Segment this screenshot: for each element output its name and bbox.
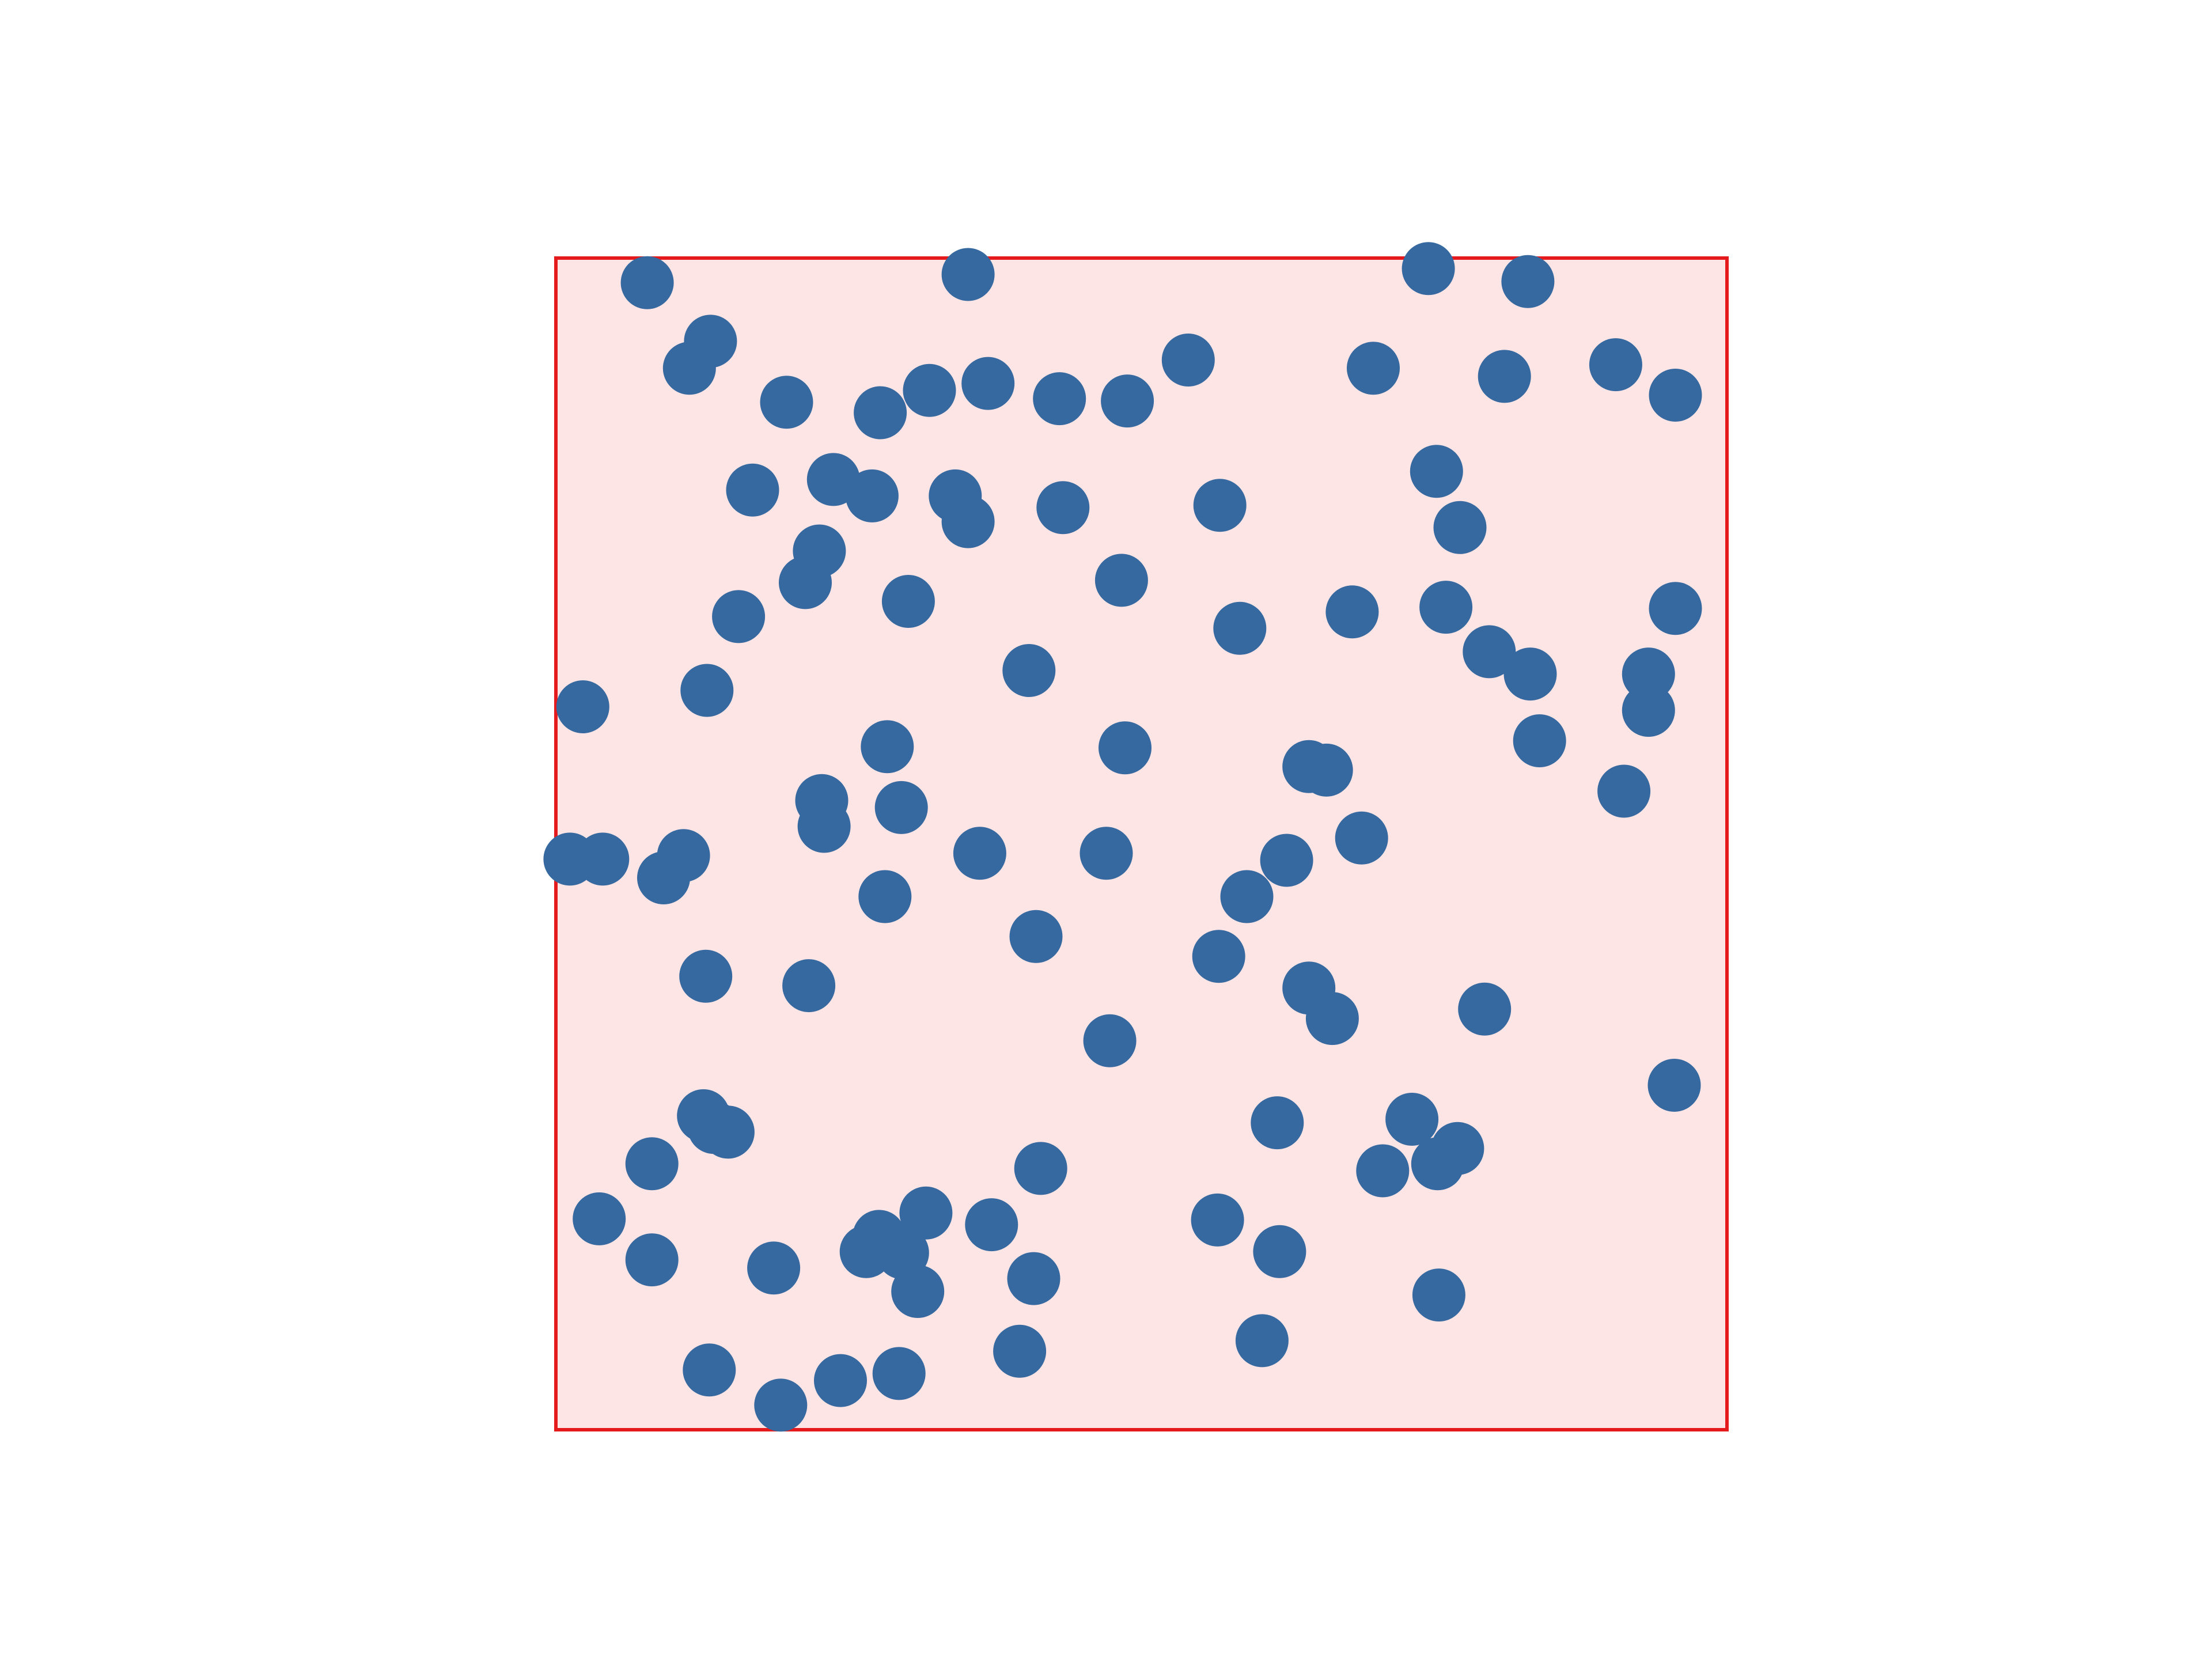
- data-point: [1191, 1193, 1244, 1247]
- data-point: [854, 386, 907, 440]
- data-point: [1009, 910, 1063, 963]
- data-point: [1235, 1314, 1289, 1368]
- data-point: [891, 1265, 945, 1318]
- data-point: [1036, 481, 1090, 535]
- data-point: [941, 248, 995, 301]
- data-point: [1260, 834, 1313, 887]
- data-point: [1513, 714, 1566, 767]
- data-point: [683, 1343, 736, 1397]
- data-point: [1094, 554, 1148, 607]
- data-point: [625, 1233, 679, 1287]
- data-point: [814, 1354, 867, 1407]
- data-point: [1356, 1144, 1410, 1198]
- data-point: [872, 1347, 926, 1400]
- data-point: [1412, 1268, 1465, 1322]
- region-box: [554, 256, 1729, 1431]
- data-point: [903, 363, 956, 417]
- data-point: [779, 556, 832, 609]
- data-point: [1325, 585, 1379, 639]
- data-point: [1411, 1137, 1464, 1191]
- data-point: [1002, 644, 1056, 697]
- data-point: [573, 1192, 626, 1245]
- data-point: [858, 870, 912, 923]
- data-point: [782, 959, 836, 1013]
- data-point: [845, 469, 899, 522]
- data-point: [1622, 647, 1675, 701]
- data-point: [961, 357, 1015, 410]
- data-point: [1305, 992, 1359, 1046]
- data-point: [1161, 334, 1215, 387]
- data-point: [679, 949, 733, 1003]
- data-point: [712, 590, 766, 643]
- data-point: [726, 463, 779, 517]
- data-point: [874, 781, 928, 834]
- data-point: [1385, 1093, 1439, 1146]
- data-point: [1501, 255, 1555, 308]
- data-point: [1033, 372, 1086, 426]
- data-point: [1433, 501, 1487, 554]
- data-point: [1589, 338, 1642, 392]
- data-point: [1014, 1142, 1067, 1195]
- points-layer: [543, 242, 1702, 1432]
- data-point: [797, 800, 851, 853]
- data-point: [701, 1105, 755, 1159]
- data-point: [1478, 350, 1531, 403]
- data-point: [861, 720, 914, 774]
- data-point: [680, 664, 734, 717]
- data-point: [1007, 1252, 1060, 1305]
- data-point: [1463, 625, 1516, 679]
- data-point: [1649, 582, 1702, 635]
- data-point: [1101, 374, 1154, 428]
- data-point: [1300, 743, 1353, 797]
- data-point: [1347, 342, 1400, 395]
- data-point: [953, 827, 1006, 880]
- data-point: [1419, 581, 1473, 634]
- data-point: [1410, 445, 1463, 498]
- data-point: [1099, 721, 1152, 775]
- data-point: [625, 1137, 679, 1191]
- data-point: [747, 1241, 801, 1295]
- data-point: [1647, 1059, 1701, 1112]
- data-point: [1192, 930, 1245, 983]
- data-point: [1402, 242, 1455, 296]
- data-point: [754, 1378, 808, 1432]
- data-point: [1253, 1225, 1306, 1278]
- data-point: [1083, 1014, 1137, 1067]
- data-point: [662, 342, 716, 395]
- data-point: [576, 832, 630, 886]
- data-point: [965, 1198, 1018, 1252]
- data-point: [1080, 827, 1133, 880]
- data-point: [1251, 1096, 1304, 1150]
- data-point: [899, 1186, 953, 1240]
- data-point: [1458, 982, 1512, 1036]
- data-point: [760, 376, 813, 429]
- data-point: [881, 575, 935, 628]
- data-point: [1220, 870, 1274, 923]
- data-point: [637, 851, 690, 904]
- data-point: [556, 680, 609, 733]
- data-point: [993, 1324, 1047, 1378]
- data-point: [1622, 684, 1675, 737]
- data-point: [1649, 369, 1702, 422]
- data-point: [620, 256, 674, 309]
- data-point: [1213, 601, 1267, 655]
- data-point: [1193, 479, 1247, 532]
- data-point: [1335, 811, 1388, 865]
- data-point: [1597, 764, 1651, 818]
- data-point: [941, 495, 995, 548]
- data-point: [1503, 647, 1557, 701]
